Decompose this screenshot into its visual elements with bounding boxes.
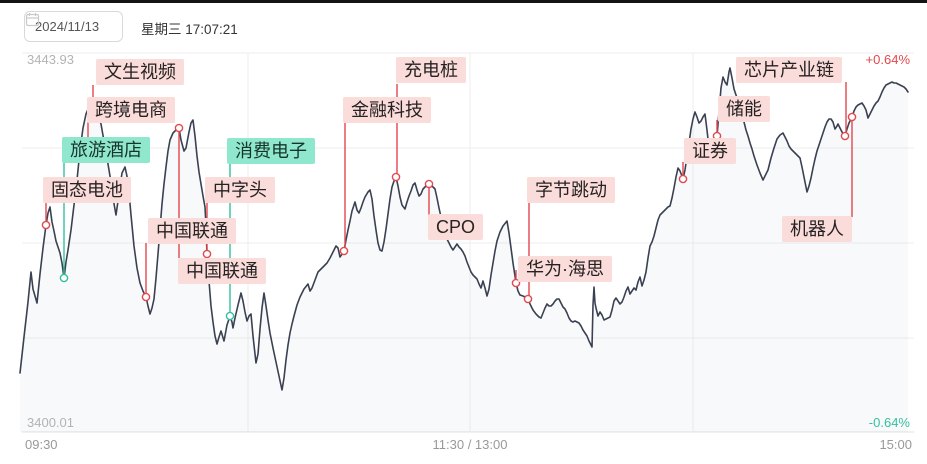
y-axis-max-label: 3443.93 bbox=[27, 52, 74, 67]
price-area-fill bbox=[20, 68, 908, 432]
annotation-label[interactable]: 文生视频 bbox=[96, 59, 184, 85]
weekday-and-time: 星期三 17:07:21 bbox=[141, 22, 238, 37]
annotation-label[interactable]: 机器人 bbox=[782, 216, 852, 242]
annotation-marker-point bbox=[523, 294, 533, 304]
annotation-marker-point bbox=[511, 278, 521, 288]
x-tick-1500: 15:00 bbox=[879, 437, 912, 452]
annotation-marker-point bbox=[59, 273, 69, 283]
annotation-marker-point bbox=[391, 172, 401, 182]
annotation-label[interactable]: 金融科技 bbox=[343, 97, 431, 123]
annotation-label[interactable]: 中字头 bbox=[205, 177, 275, 203]
annotation-marker-point bbox=[339, 246, 349, 256]
annotation-label[interactable]: 跨境电商 bbox=[87, 97, 175, 123]
annotation-label[interactable]: 消费电子 bbox=[227, 138, 315, 164]
annotation-marker-point bbox=[225, 311, 235, 321]
annotation-label[interactable]: 芯片产业链 bbox=[736, 57, 842, 83]
annotation-label[interactable]: CPO bbox=[428, 214, 484, 240]
x-tick-1130-1300: 11:30 / 13:00 bbox=[432, 437, 508, 452]
annotation-marker-point bbox=[847, 112, 857, 122]
annotation-marker-point bbox=[41, 220, 51, 230]
annotation-label[interactable]: 固态电池 bbox=[43, 177, 131, 203]
annotation-label[interactable]: 储能 bbox=[718, 96, 770, 122]
max-percent-label: +0.64% bbox=[865, 52, 910, 67]
y-axis-min-label: 3400.01 bbox=[27, 415, 74, 430]
annotation-marker-point bbox=[840, 131, 850, 141]
annotation-marker-point bbox=[174, 123, 184, 133]
annotation-marker-point bbox=[141, 292, 151, 302]
annotation-marker-point bbox=[202, 249, 212, 259]
date-value: 2024/11/13 bbox=[35, 19, 100, 34]
annotation-label[interactable]: 华为·海思 bbox=[518, 256, 612, 282]
x-tick-0930: 09:30 bbox=[25, 437, 58, 452]
price-line bbox=[19, 67, 909, 391]
annotation-label[interactable]: 字节跳动 bbox=[527, 177, 615, 203]
window-top-edge bbox=[0, 0, 927, 3]
annotation-label[interactable]: 旅游酒店 bbox=[62, 137, 150, 163]
min-percent-label: -0.64% bbox=[868, 415, 910, 430]
date-picker[interactable]: 2024/11/13 bbox=[24, 11, 123, 42]
annotation-marker-point bbox=[678, 174, 688, 184]
annotation-label[interactable]: 中国联通 bbox=[148, 218, 236, 244]
annotation-label[interactable]: 充电桩 bbox=[396, 57, 466, 83]
annotation-marker-point bbox=[424, 179, 434, 189]
annotation-label[interactable]: 证券 bbox=[684, 138, 736, 164]
annotation-label[interactable]: 中国联通 bbox=[178, 258, 266, 284]
